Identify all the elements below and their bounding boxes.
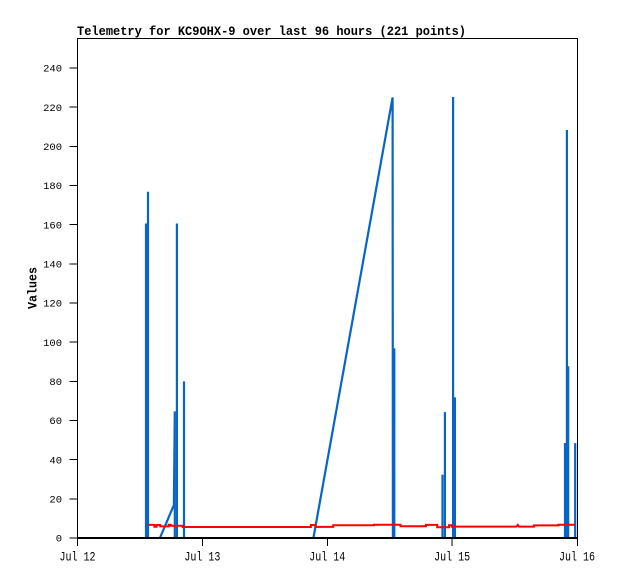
svg-text:180: 180: [43, 181, 62, 193]
svg-text:220: 220: [43, 103, 62, 115]
svg-text:40: 40: [49, 455, 62, 467]
svg-text:200: 200: [43, 142, 62, 154]
svg-text:Jul 14: Jul 14: [309, 551, 345, 565]
svg-text:60: 60: [49, 416, 62, 428]
svg-text:Jul 16: Jul 16: [559, 551, 595, 565]
svg-text:80: 80: [49, 377, 62, 389]
svg-text:Jul 15: Jul 15: [434, 551, 470, 565]
svg-text:Jul 13: Jul 13: [184, 551, 220, 565]
svg-text:100: 100: [43, 338, 62, 350]
svg-text:0: 0: [56, 534, 62, 546]
svg-text:Telemetry for KC9OHX-9 over la: Telemetry for KC9OHX-9 over last 96 hour…: [77, 24, 466, 39]
svg-text:240: 240: [43, 64, 62, 76]
svg-text:160: 160: [43, 220, 62, 232]
svg-text:20: 20: [49, 494, 62, 506]
svg-text:120: 120: [43, 299, 62, 311]
svg-text:Values: Values: [26, 267, 41, 309]
svg-text:140: 140: [43, 259, 62, 271]
svg-text:Jul 12: Jul 12: [60, 551, 96, 565]
